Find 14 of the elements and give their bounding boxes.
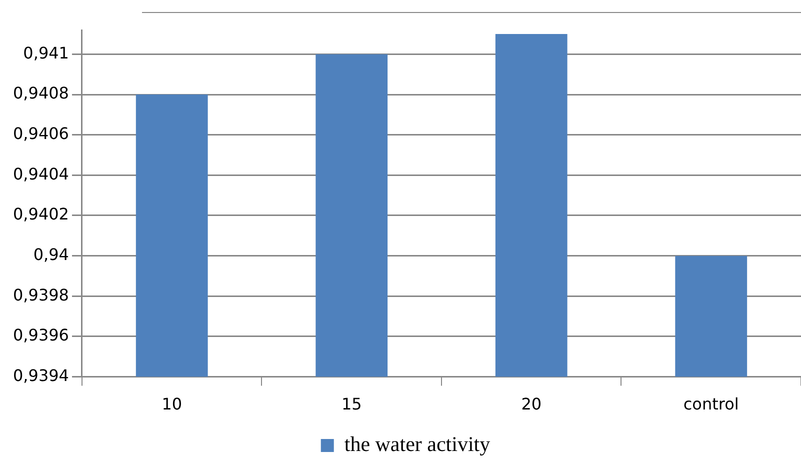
y-tick-label: 0,9396	[13, 326, 69, 345]
y-tick-label: 0,9394	[13, 366, 69, 385]
y-tick-label: 0,941	[23, 43, 69, 62]
y-tick-label: 0,9398	[13, 285, 69, 304]
x-tick-label: 20	[521, 394, 542, 414]
y-tick-label: 0,9402	[13, 204, 69, 224]
legend-label: the water activity	[344, 432, 491, 456]
y-tick-label: 0,9408	[13, 84, 69, 103]
x-tick-label: 15	[341, 394, 362, 414]
x-tick-label: 10	[162, 394, 182, 414]
y-tick-label: 0,9406	[13, 124, 69, 144]
y-tick-label: 0,9404	[13, 164, 69, 184]
x-tick-label: control	[683, 394, 739, 414]
y-tick-label: 0,94	[33, 244, 69, 264]
